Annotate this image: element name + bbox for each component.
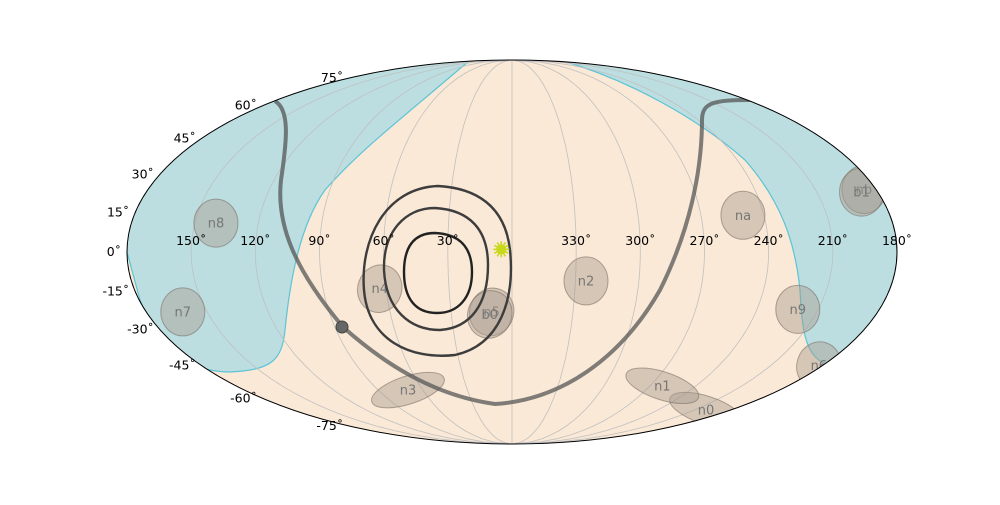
lat-tick-label: -45˚ <box>169 358 196 373</box>
detector-label: n9 <box>790 303 807 318</box>
lon-tick-label: 300˚ <box>625 233 655 248</box>
detector-label: b0 <box>481 308 498 323</box>
galactic-center-marker <box>335 320 349 334</box>
lon-tick-label: 30˚ <box>437 233 459 248</box>
meridian-line <box>511 60 770 444</box>
lat-tick-label: -15˚ <box>102 283 129 298</box>
meridian-line <box>254 60 513 444</box>
detector-n5: n5 <box>468 287 515 337</box>
detector-n9: n9 <box>775 284 821 334</box>
localization-contour-middle <box>382 206 490 332</box>
latitude-tick-labels: 75˚ 60˚ 45˚ 30˚ 15˚ 0˚ -15˚ -30˚ -45˚ -60˚ -75˚ <box>102 70 343 433</box>
detector-n2: n2 <box>563 256 609 306</box>
detector-label: n8 <box>208 217 225 232</box>
meridian-line <box>319 60 513 444</box>
detector-label: n0 <box>698 404 715 419</box>
detector-label: na <box>735 209 751 224</box>
lon-tick-label: 180˚ <box>882 233 912 248</box>
lon-tick-label: 210˚ <box>818 233 848 248</box>
meridian-line <box>511 60 641 444</box>
localization-contour-inner <box>402 231 474 315</box>
lon-tick-label: 330˚ <box>561 233 591 248</box>
lat-tick-label: -60˚ <box>230 390 257 405</box>
lat-tick-label: 30˚ <box>132 166 154 181</box>
lat-tick-label: 60˚ <box>235 98 257 113</box>
sun-icon <box>493 241 510 258</box>
lon-tick-label: 120˚ <box>240 233 270 248</box>
detector-label: b1 <box>853 186 870 201</box>
detector-label: n3 <box>400 384 417 399</box>
detector-label: n1 <box>654 379 671 394</box>
lon-tick-label: 90˚ <box>308 233 330 248</box>
meridian-line <box>511 60 577 444</box>
detector-n8: n8 <box>193 198 239 248</box>
detector-n1: n1 <box>625 367 700 405</box>
lat-tick-label: 75˚ <box>321 70 343 85</box>
lat-tick-label: 45˚ <box>174 130 196 145</box>
lon-tick-label: 60˚ <box>373 233 395 248</box>
detector-n7: n7 <box>160 287 206 337</box>
galactic-plane <box>273 98 751 407</box>
longitude-tick-labels: 330˚ 300˚ 270˚ 240˚ 210˚ 180˚ 150˚ 120˚ 90˚ 60˚ 30… <box>176 233 912 248</box>
lat-tick-label: -75˚ <box>316 418 343 433</box>
detector-label: n5 <box>483 305 500 320</box>
coordinate-grid <box>190 60 897 444</box>
detector-na: na <box>720 190 766 240</box>
lon-tick-label: 240˚ <box>754 233 784 248</box>
meridian-line <box>511 60 705 444</box>
detector-b0: b0 <box>467 290 513 339</box>
lon-tick-label: 150˚ <box>176 233 206 248</box>
lon-tick-label: 270˚ <box>689 233 719 248</box>
detector-b1: b1 <box>839 167 885 217</box>
detector-label: n2 <box>578 274 595 289</box>
meridian-line <box>190 60 513 444</box>
meridian-line <box>383 60 513 444</box>
meridian-line <box>511 60 834 444</box>
detector-label: nb <box>856 183 873 198</box>
lat-tick-label: 0˚ <box>107 244 121 259</box>
detector-label: n7 <box>175 305 192 320</box>
localization-contour-outer <box>362 184 513 357</box>
detector-label: n4 <box>371 282 388 297</box>
sky-boundary <box>126 59 898 445</box>
lat-tick-label: -30˚ <box>127 322 154 337</box>
lat-tick-label: 15˚ <box>107 205 129 220</box>
